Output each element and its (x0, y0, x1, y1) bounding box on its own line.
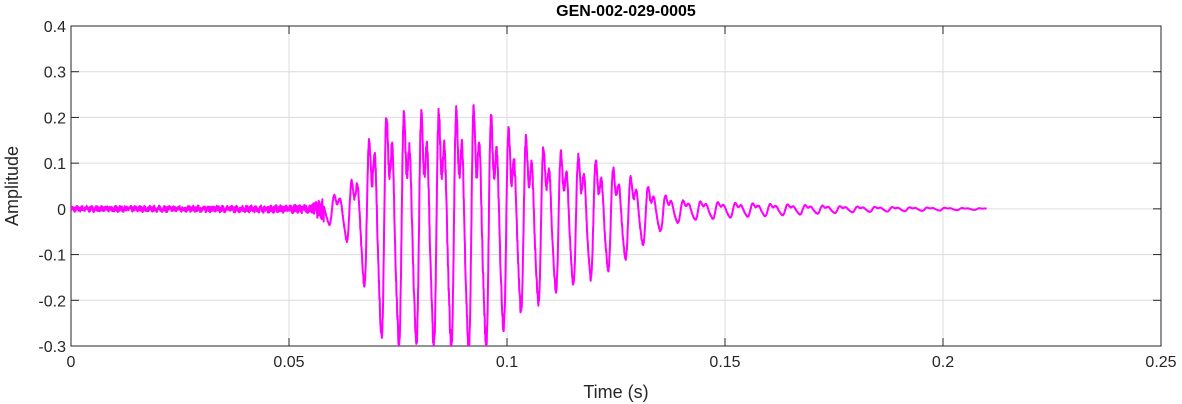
y-tick-label: -0.1 (38, 248, 66, 265)
axis-ticks (70, 25, 1162, 347)
plot-frame (70, 25, 1162, 347)
x-tick-label: 0.05 (273, 354, 304, 371)
x-tick-label: 0 (67, 354, 76, 371)
series-line-amplitude (71, 104, 988, 346)
y-tick-label: 0.1 (44, 156, 66, 173)
x-axis-label: Time (s) (583, 382, 648, 402)
grid-lines (71, 26, 1161, 346)
x-tick-label: 0.1 (496, 354, 518, 371)
y-axis-label: Amplitude (2, 146, 22, 226)
y-tick-label: 0.4 (44, 19, 66, 36)
x-tick-label: 0.15 (709, 354, 740, 371)
y-tick-label: 0.2 (44, 110, 66, 127)
tick-labels: 0 0.05 0.1 0.15 0.2 0.25 -0.3 -0.2 -0.1 0 0.1 0.2 0.… (38, 19, 1176, 371)
x-tick-label: 0.25 (1145, 354, 1176, 371)
y-tick-label: 0.3 (44, 65, 66, 82)
x-tick-label: 0.2 (932, 354, 954, 371)
y-tick-label: 0 (57, 202, 66, 219)
y-tick-label: -0.3 (38, 339, 66, 356)
y-tick-label: -0.2 (38, 293, 66, 310)
chart-title: GEN-002-029-0005 (556, 3, 696, 20)
